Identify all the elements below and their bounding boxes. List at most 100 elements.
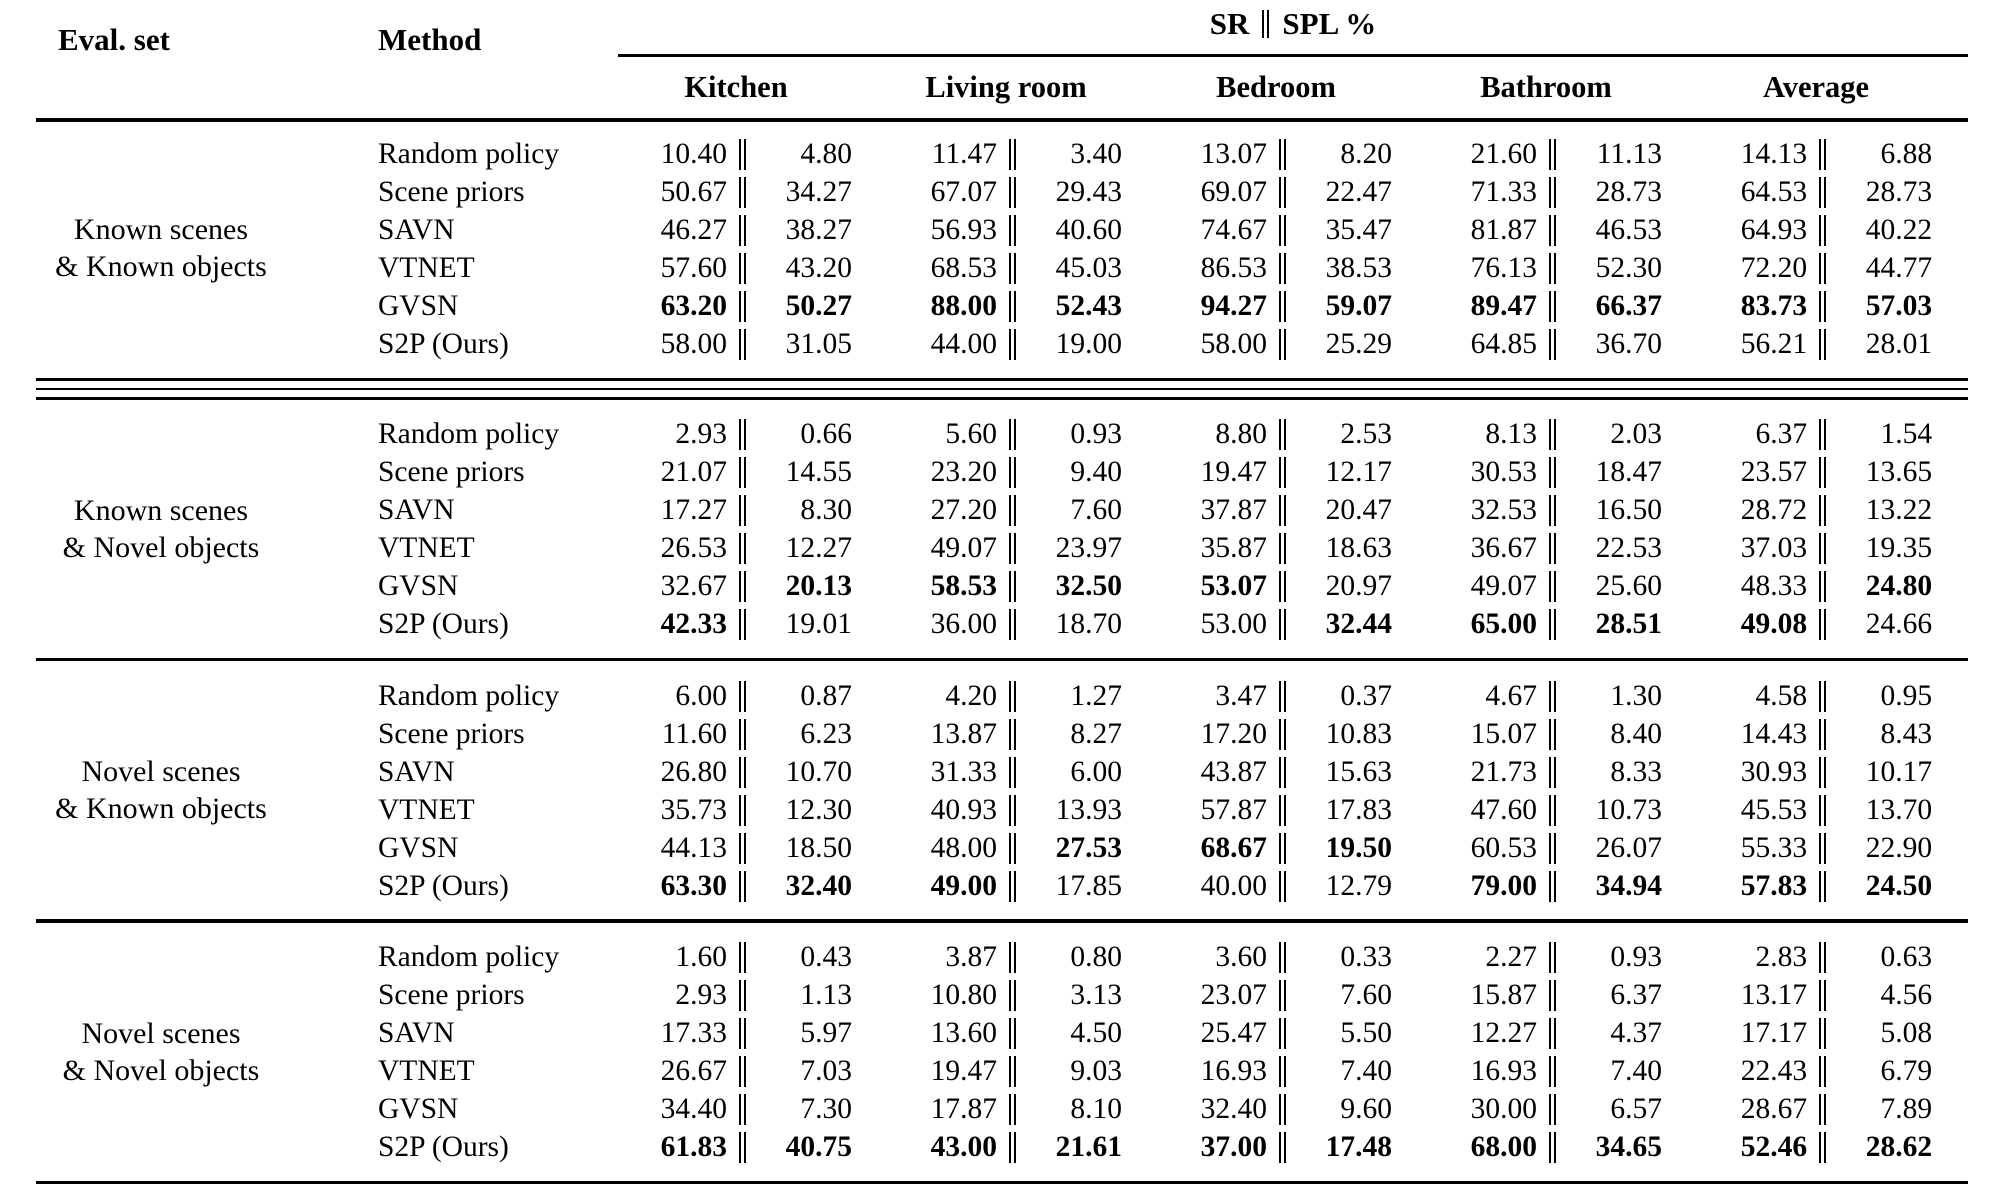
sr-spl-group: 17.33 5.97 — [618, 1015, 888, 1053]
room-value-cell: 63.30 32.40 — [618, 867, 888, 916]
room-value-cell: 61.83 40.75 — [618, 1129, 888, 1178]
sr-value: 30.00 — [1470, 1093, 1537, 1125]
double-bar-separator — [739, 980, 746, 1011]
room-value-cell: 88.00 52.43 — [888, 287, 1158, 325]
spl-value: 52.43 — [1055, 289, 1122, 322]
spl-value: 17.85 — [1055, 869, 1122, 902]
method-label: GVSN — [378, 570, 459, 602]
double-bar-separator — [1819, 252, 1827, 284]
double-bar-separator — [1009, 1132, 1016, 1163]
spl-value: 59.07 — [1325, 289, 1392, 322]
spl-value: 7.30 — [800, 1093, 852, 1125]
spl-value: 12.30 — [785, 793, 852, 826]
spl-value: 10.70 — [785, 755, 852, 788]
spl-value: 46.53 — [1595, 213, 1662, 246]
sr-value: 8.13 — [1485, 418, 1537, 450]
sr-spl-group: 37.87 20.47 — [1158, 492, 1428, 530]
method-label: Random policy — [378, 418, 560, 450]
room-value-cell: 49.07 25.60 — [1428, 568, 1698, 606]
double-bar-separator — [1819, 571, 1827, 602]
room-value-cell: 17.33 5.97 — [618, 1015, 888, 1053]
sr-spl-group: 13.17 4.56 — [1698, 977, 1968, 1015]
spl-value: 12.79 — [1325, 869, 1392, 902]
spl-value: 13.65 — [1865, 456, 1933, 488]
room-value-cell: 74.67 35.47 — [1158, 211, 1428, 249]
sr-spl-group: 15.07 8.40 — [1428, 715, 1698, 753]
room-value-cell: 68.00 34.65 — [1428, 1129, 1698, 1178]
sr-value: 28.67 — [1740, 1093, 1808, 1125]
sr-value: 49.07 — [930, 532, 997, 564]
spl-value: 28.73 — [1865, 175, 1933, 208]
room-value-cell: 30.00 6.57 — [1428, 1091, 1698, 1129]
sr-value: 2.83 — [1755, 941, 1808, 973]
sr-spl-group: 21.73 8.33 — [1428, 753, 1698, 791]
sr-spl-group: 49.08 24.66 — [1698, 606, 1968, 644]
room-value-cell: 76.13 52.30 — [1428, 249, 1698, 287]
method-label: VTNET — [378, 251, 475, 284]
spl-value: 0.63 — [1880, 941, 1933, 973]
double-bar-separator — [1279, 1018, 1286, 1049]
spl-value: 38.27 — [785, 213, 852, 246]
sr-spl-group: 57.60 43.20 — [618, 249, 888, 287]
room-value-cell: 17.27 8.30 — [618, 492, 888, 530]
sr-spl-group: 30.93 10.17 — [1698, 753, 1968, 791]
sr-spl-group: 72.20 44.77 — [1698, 249, 1968, 287]
sr-value: 37.87 — [1200, 494, 1267, 526]
sr-value: 57.60 — [660, 251, 727, 284]
divider-line — [36, 387, 1969, 390]
sr-value: 15.07 — [1470, 717, 1537, 750]
sr-value: 60.53 — [1470, 831, 1537, 864]
double-bar-separator — [739, 680, 746, 712]
room-value-cell: 32.40 9.60 — [1158, 1091, 1428, 1129]
double-bar-separator — [1279, 495, 1286, 526]
double-bar-separator — [1819, 1056, 1827, 1087]
metric-header-inner: SR SPL % — [618, 6, 1968, 42]
double-bar-separator — [739, 756, 746, 788]
sr-spl-group: 35.73 12.30 — [618, 791, 888, 829]
double-bar-separator — [1549, 942, 1556, 973]
sr-spl-group: 17.17 5.08 — [1698, 1015, 1968, 1053]
sr-spl-group: 28.72 13.22 — [1698, 492, 1968, 530]
sr-spl-group: 52.46 28.62 — [1698, 1129, 1968, 1167]
eval-set-label: Known scenes & Known objects — [36, 120, 286, 374]
spl-value: 5.50 — [1340, 1017, 1392, 1049]
sr-spl-group: 32.40 9.60 — [1158, 1091, 1428, 1129]
double-bar-separator — [1279, 176, 1286, 208]
block-divider — [36, 374, 1969, 403]
sr-value: 21.07 — [660, 456, 727, 488]
sr-value: 17.27 — [660, 494, 727, 526]
double-bar-separator — [1549, 756, 1556, 788]
sr-value: 19.47 — [1200, 456, 1267, 488]
spl-value: 4.50 — [1070, 1017, 1122, 1049]
double-bar-separator — [739, 1018, 746, 1049]
room-value-cell: 28.67 7.89 — [1698, 1091, 1968, 1129]
spl-value: 28.73 — [1595, 175, 1662, 208]
sr-value: 64.93 — [1740, 213, 1808, 246]
sr-spl-group: 86.53 38.53 — [1158, 249, 1428, 287]
room-value-cell: 2.93 0.66 — [618, 403, 888, 454]
double-bar-separator — [1819, 457, 1827, 488]
room-value-cell: 31.33 6.00 — [888, 753, 1158, 791]
sr-value: 5.60 — [945, 418, 997, 450]
sr-spl-group: 44.13 18.50 — [618, 829, 888, 867]
sr-spl-group: 48.33 24.80 — [1698, 568, 1968, 606]
room-value-cell: 5.60 0.93 — [888, 403, 1158, 454]
room-value-cell: 56.93 40.60 — [888, 211, 1158, 249]
sr-spl-group: 4.67 1.30 — [1428, 677, 1698, 715]
double-bar-separator — [1549, 290, 1556, 322]
sr-value: 50.67 — [660, 175, 727, 208]
sr-value: 16.93 — [1470, 1055, 1537, 1087]
sr-value: 2.27 — [1485, 941, 1537, 973]
sr-spl-group: 94.27 59.07 — [1158, 287, 1428, 325]
double-bar-separator — [1819, 718, 1827, 750]
spl-value: 10.17 — [1865, 755, 1933, 788]
sr-value: 46.27 — [660, 213, 727, 246]
room-value-cell: 19.47 9.03 — [888, 1053, 1158, 1091]
room-value-cell: 13.07 8.20 — [1158, 120, 1428, 173]
spl-value: 19.35 — [1865, 532, 1933, 564]
room-value-cell: 32.67 20.13 — [618, 568, 888, 606]
sr-spl-group: 43.00 21.61 — [888, 1129, 1158, 1167]
table-row: SAVN 26.80 10.70 31.33 6.00 43.87 15.63 21.73 8.… — [36, 753, 1968, 791]
table-row: SAVN 46.27 38.27 56.93 40.60 74.67 35.47 81.87 4… — [36, 211, 1968, 249]
double-bar-separator — [1549, 980, 1556, 1011]
